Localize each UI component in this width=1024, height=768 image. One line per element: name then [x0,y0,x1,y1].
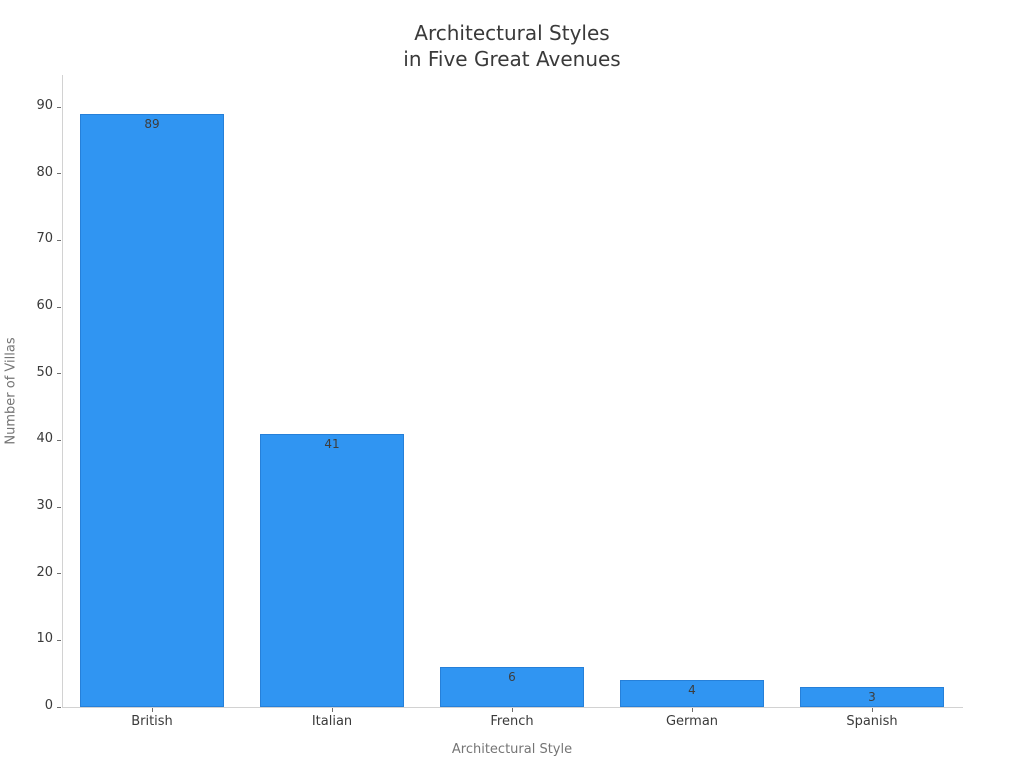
x-tick-mark [332,708,333,712]
x-tick-label: German [665,714,719,729]
y-tick-label: 0 [44,698,53,713]
bar-german: 4 [620,680,764,707]
y-tick-mark [57,173,61,175]
y-tick-mark [57,573,61,575]
y-tick-label: 70 [36,231,53,247]
x-axis-label: Architectural Style [451,742,573,757]
x-tick-mark [152,708,153,712]
chart-title-line1: Architectural Styles [414,21,610,45]
bar-value-label: 4 [688,683,696,697]
x-tick-label: French [490,714,534,729]
x-tick-label: British [131,714,173,729]
chart-title: Architectural Styles in Five Great Avenu… [0,20,1024,72]
bar-british: 89 [80,114,224,707]
y-tick-mark [57,373,61,375]
y-tick-label: 90 [36,98,53,113]
bar-spanish: 3 [800,687,944,707]
bar-french: 6 [440,667,584,707]
y-tick-mark [57,306,61,308]
x-axis-spine [62,707,963,708]
y-tick-label: 30 [36,498,53,513]
y-tick-mark [57,239,61,241]
x-tick-mark [692,708,693,712]
y-tick-label: 10 [36,631,53,647]
y-tick-label: 40 [36,431,53,447]
x-tick-label: Spanish [846,714,898,729]
y-tick-mark [57,506,61,508]
y-tick-label: 60 [36,298,53,313]
y-tick-label: 20 [36,564,53,580]
bar-value-label: 6 [508,670,516,684]
bar-value-label: 89 [144,117,160,131]
y-tick-label: 50 [36,364,53,380]
y-axis-spine [62,75,63,708]
y-tick-mark [57,639,61,641]
x-tick-mark [512,708,513,712]
y-tick-mark [57,706,61,708]
bar-value-label: 41 [324,437,340,451]
y-tick-label: 80 [36,164,53,180]
x-tick-mark [872,708,873,712]
y-tick-mark [57,106,61,108]
y-axis-label: Number of Villas [3,337,19,445]
chart-title-line2: in Five Great Avenues [403,47,621,71]
y-tick-mark [57,439,61,441]
x-tick-label: Italian [311,714,353,729]
bar-value-label: 3 [868,690,876,704]
bar-italian: 41 [260,434,404,707]
